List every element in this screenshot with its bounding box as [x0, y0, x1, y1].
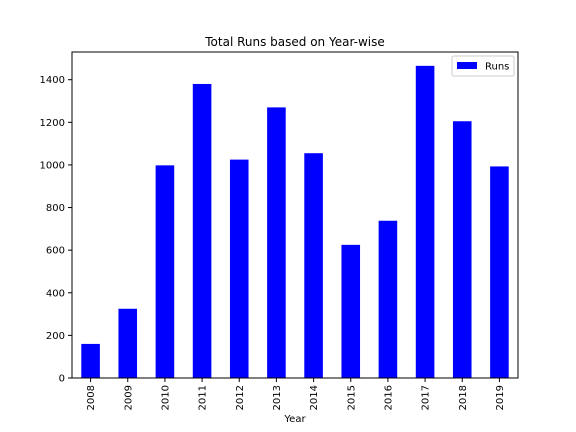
- bar-2019: [490, 166, 509, 378]
- y-tick-label: 1000: [40, 160, 65, 171]
- y-tick-label: 200: [46, 331, 65, 342]
- bar-2012: [229, 159, 249, 378]
- y-tick-label: 1400: [40, 75, 65, 86]
- legend-box: [451, 55, 515, 77]
- x-tick-label: 2012: [235, 385, 246, 410]
- x-tick-label: 2008: [86, 385, 97, 410]
- y-tick-label: 0: [59, 374, 65, 385]
- legend-label: Runs: [485, 62, 509, 73]
- bar-2018: [452, 121, 472, 379]
- plot-frame: [71, 51, 519, 379]
- bars-group: [81, 65, 509, 379]
- bar-2008: [81, 343, 100, 378]
- x-axis-label: Year: [283, 414, 306, 425]
- bar-2014: [304, 153, 323, 378]
- x-axis: 2008 2009 2010 2011 2012 2013 2014 2015 2016 2017…: [86, 378, 506, 410]
- chart-title: Total Runs based on Year-wise: [204, 35, 384, 49]
- x-tick-label: 2014: [309, 385, 320, 410]
- x-tick-label: 2015: [346, 385, 357, 410]
- x-tick-label: 2009: [123, 385, 134, 410]
- x-tick-label: 2016: [383, 385, 394, 410]
- legend-swatch: [457, 62, 477, 69]
- bar-2009: [118, 308, 138, 378]
- y-tick-label: 800: [46, 203, 65, 214]
- x-tick-label: 2010: [160, 385, 171, 410]
- legend: Runs: [451, 55, 515, 77]
- x-tick-label: 2011: [198, 385, 209, 410]
- x-tick-label: 2017: [421, 385, 432, 410]
- x-tick-label: 2018: [458, 385, 469, 410]
- x-tick-label: 2019: [495, 385, 506, 410]
- y-axis: 0 200 400 600 800 1000 1200 1400: [40, 75, 72, 385]
- y-tick-label: 1200: [40, 118, 65, 129]
- bar-2017: [415, 65, 435, 378]
- y-tick-label: 600: [46, 246, 65, 257]
- y-tick-label: 400: [46, 288, 65, 299]
- bar-2010: [155, 165, 175, 378]
- x-tick-label: 2013: [272, 385, 283, 410]
- bar-2015: [341, 244, 361, 378]
- bar-2016: [378, 220, 398, 378]
- bar-2011: [192, 83, 212, 378]
- bar-2013: [267, 107, 286, 379]
